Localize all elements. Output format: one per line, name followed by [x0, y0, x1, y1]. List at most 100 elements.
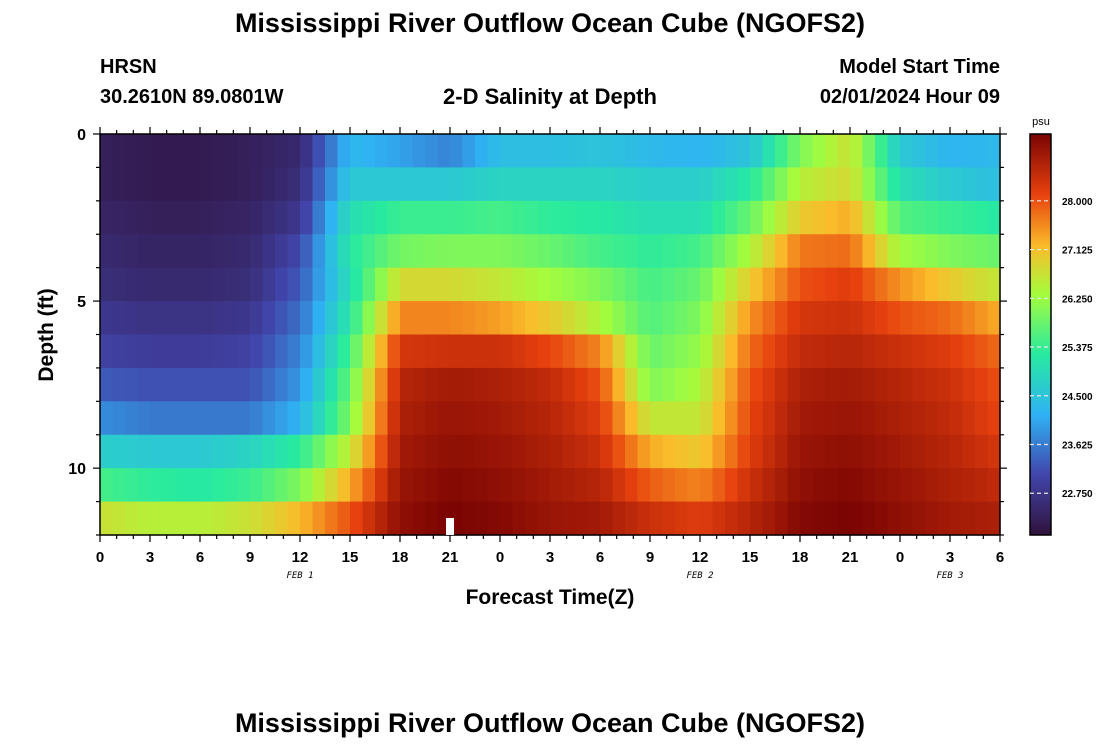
- heatmap-cell: [187, 434, 201, 469]
- heatmap-cell: [587, 301, 601, 336]
- heatmap-cell: [600, 501, 614, 536]
- heatmap-cell: [512, 267, 526, 302]
- heatmap-cell: [462, 167, 476, 202]
- heatmap-cell: [512, 200, 526, 235]
- heatmap-cell: [500, 301, 514, 336]
- heatmap-cell: [637, 234, 651, 269]
- heatmap-cell: [712, 134, 726, 169]
- heatmap-cell: [112, 501, 126, 536]
- heatmap-cell: [750, 134, 764, 169]
- heatmap-cell: [575, 167, 589, 202]
- heatmap-cell: [300, 434, 314, 469]
- heatmap-cell: [100, 401, 114, 436]
- heatmap-cell: [850, 267, 864, 302]
- heatmap-cell: [625, 267, 639, 302]
- heatmap-cell: [687, 434, 701, 469]
- heatmap-cell: [312, 401, 326, 436]
- heatmap-cell: [912, 167, 926, 202]
- heatmap-cell: [887, 401, 901, 436]
- heatmap-cell: [300, 267, 314, 302]
- heatmap-cell: [662, 167, 676, 202]
- heatmap-cell: [775, 468, 789, 503]
- heatmap-cell: [362, 468, 376, 503]
- heatmap-cell: [512, 468, 526, 503]
- heatmap-cell: [462, 434, 476, 469]
- heatmap-cell: [587, 267, 601, 302]
- heatmap-cell: [612, 267, 626, 302]
- heatmap-cell: [737, 401, 751, 436]
- heatmap-cell: [875, 501, 889, 536]
- heatmap-cell: [725, 134, 739, 169]
- x-tick-label: 3: [146, 549, 154, 566]
- heatmap-cell: [975, 234, 989, 269]
- heatmap-cell: [712, 334, 726, 369]
- heatmap-cell: [837, 334, 851, 369]
- heatmap-cell: [687, 367, 701, 402]
- heatmap-cell: [875, 434, 889, 469]
- heatmap-cell: [762, 167, 776, 202]
- heatmap-cell: [800, 267, 814, 302]
- heatmap-cell: [437, 200, 451, 235]
- heatmap-cell: [687, 468, 701, 503]
- heatmap-cell: [825, 134, 839, 169]
- heatmap-cell: [512, 367, 526, 402]
- heatmap-cell: [987, 367, 1001, 402]
- heatmap-cell: [525, 301, 539, 336]
- heatmap-cell: [275, 167, 289, 202]
- heatmap-cell: [837, 167, 851, 202]
- heatmap-cell: [537, 167, 551, 202]
- heatmap-cell: [637, 267, 651, 302]
- heatmap-cell: [162, 167, 176, 202]
- heatmap-cell: [525, 234, 539, 269]
- heatmap-cell: [862, 267, 876, 302]
- heatmap-cell: [800, 367, 814, 402]
- heatmap-cell: [475, 468, 489, 503]
- x-tick-label: 6: [196, 549, 204, 566]
- heatmap-cell: [762, 468, 776, 503]
- heatmap-cell: [225, 401, 239, 436]
- heatmap-cell: [887, 434, 901, 469]
- heatmap-cell: [812, 334, 826, 369]
- heatmap-cell: [500, 267, 514, 302]
- heatmap-cell: [912, 401, 926, 436]
- heatmap-cell: [950, 468, 964, 503]
- heatmap-cell: [937, 301, 951, 336]
- heatmap-cell: [962, 167, 976, 202]
- heatmap-cell: [800, 134, 814, 169]
- heatmap-cell: [725, 234, 739, 269]
- heatmap-cell: [900, 234, 914, 269]
- heatmap-cell: [487, 401, 501, 436]
- heatmap-cell: [887, 301, 901, 336]
- heatmap-cell: [862, 401, 876, 436]
- heatmap-cell: [762, 200, 776, 235]
- heatmap-cell: [300, 134, 314, 169]
- heatmap-cell: [687, 334, 701, 369]
- heatmap-cell: [700, 401, 714, 436]
- heatmap-cell: [825, 234, 839, 269]
- heatmap-cell: [600, 401, 614, 436]
- heatmap-cell: [412, 301, 426, 336]
- heatmap-cell: [325, 301, 339, 336]
- heatmap-cell: [600, 134, 614, 169]
- heatmap-cell: [287, 501, 301, 536]
- heatmap-cell: [900, 167, 914, 202]
- heatmap-cell: [875, 234, 889, 269]
- x-tick-label: 12: [292, 549, 309, 566]
- heatmap-cell: [950, 301, 964, 336]
- heatmap-cell: [612, 234, 626, 269]
- heatmap-cell: [737, 301, 751, 336]
- heatmap-cell: [125, 334, 139, 369]
- heatmap-cell: [687, 200, 701, 235]
- heatmap-cell: [500, 468, 514, 503]
- heatmap-cell: [237, 134, 251, 169]
- heatmap-cell: [362, 267, 376, 302]
- heatmap-cell: [662, 434, 676, 469]
- heatmap-cell: [187, 301, 201, 336]
- heatmap-cell: [725, 334, 739, 369]
- heatmap-cell: [237, 234, 251, 269]
- heatmap-cell: [737, 134, 751, 169]
- heatmap-cell: [687, 301, 701, 336]
- heatmap-cell: [187, 468, 201, 503]
- heatmap-cell: [975, 334, 989, 369]
- heatmap-cell: [887, 267, 901, 302]
